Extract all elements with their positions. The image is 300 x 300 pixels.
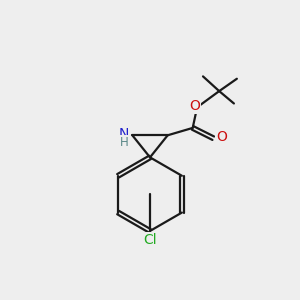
Text: O: O	[216, 130, 227, 144]
Text: N: N	[119, 127, 129, 141]
Text: H: H	[120, 136, 128, 149]
Text: O: O	[189, 99, 200, 113]
Text: Cl: Cl	[143, 233, 157, 248]
